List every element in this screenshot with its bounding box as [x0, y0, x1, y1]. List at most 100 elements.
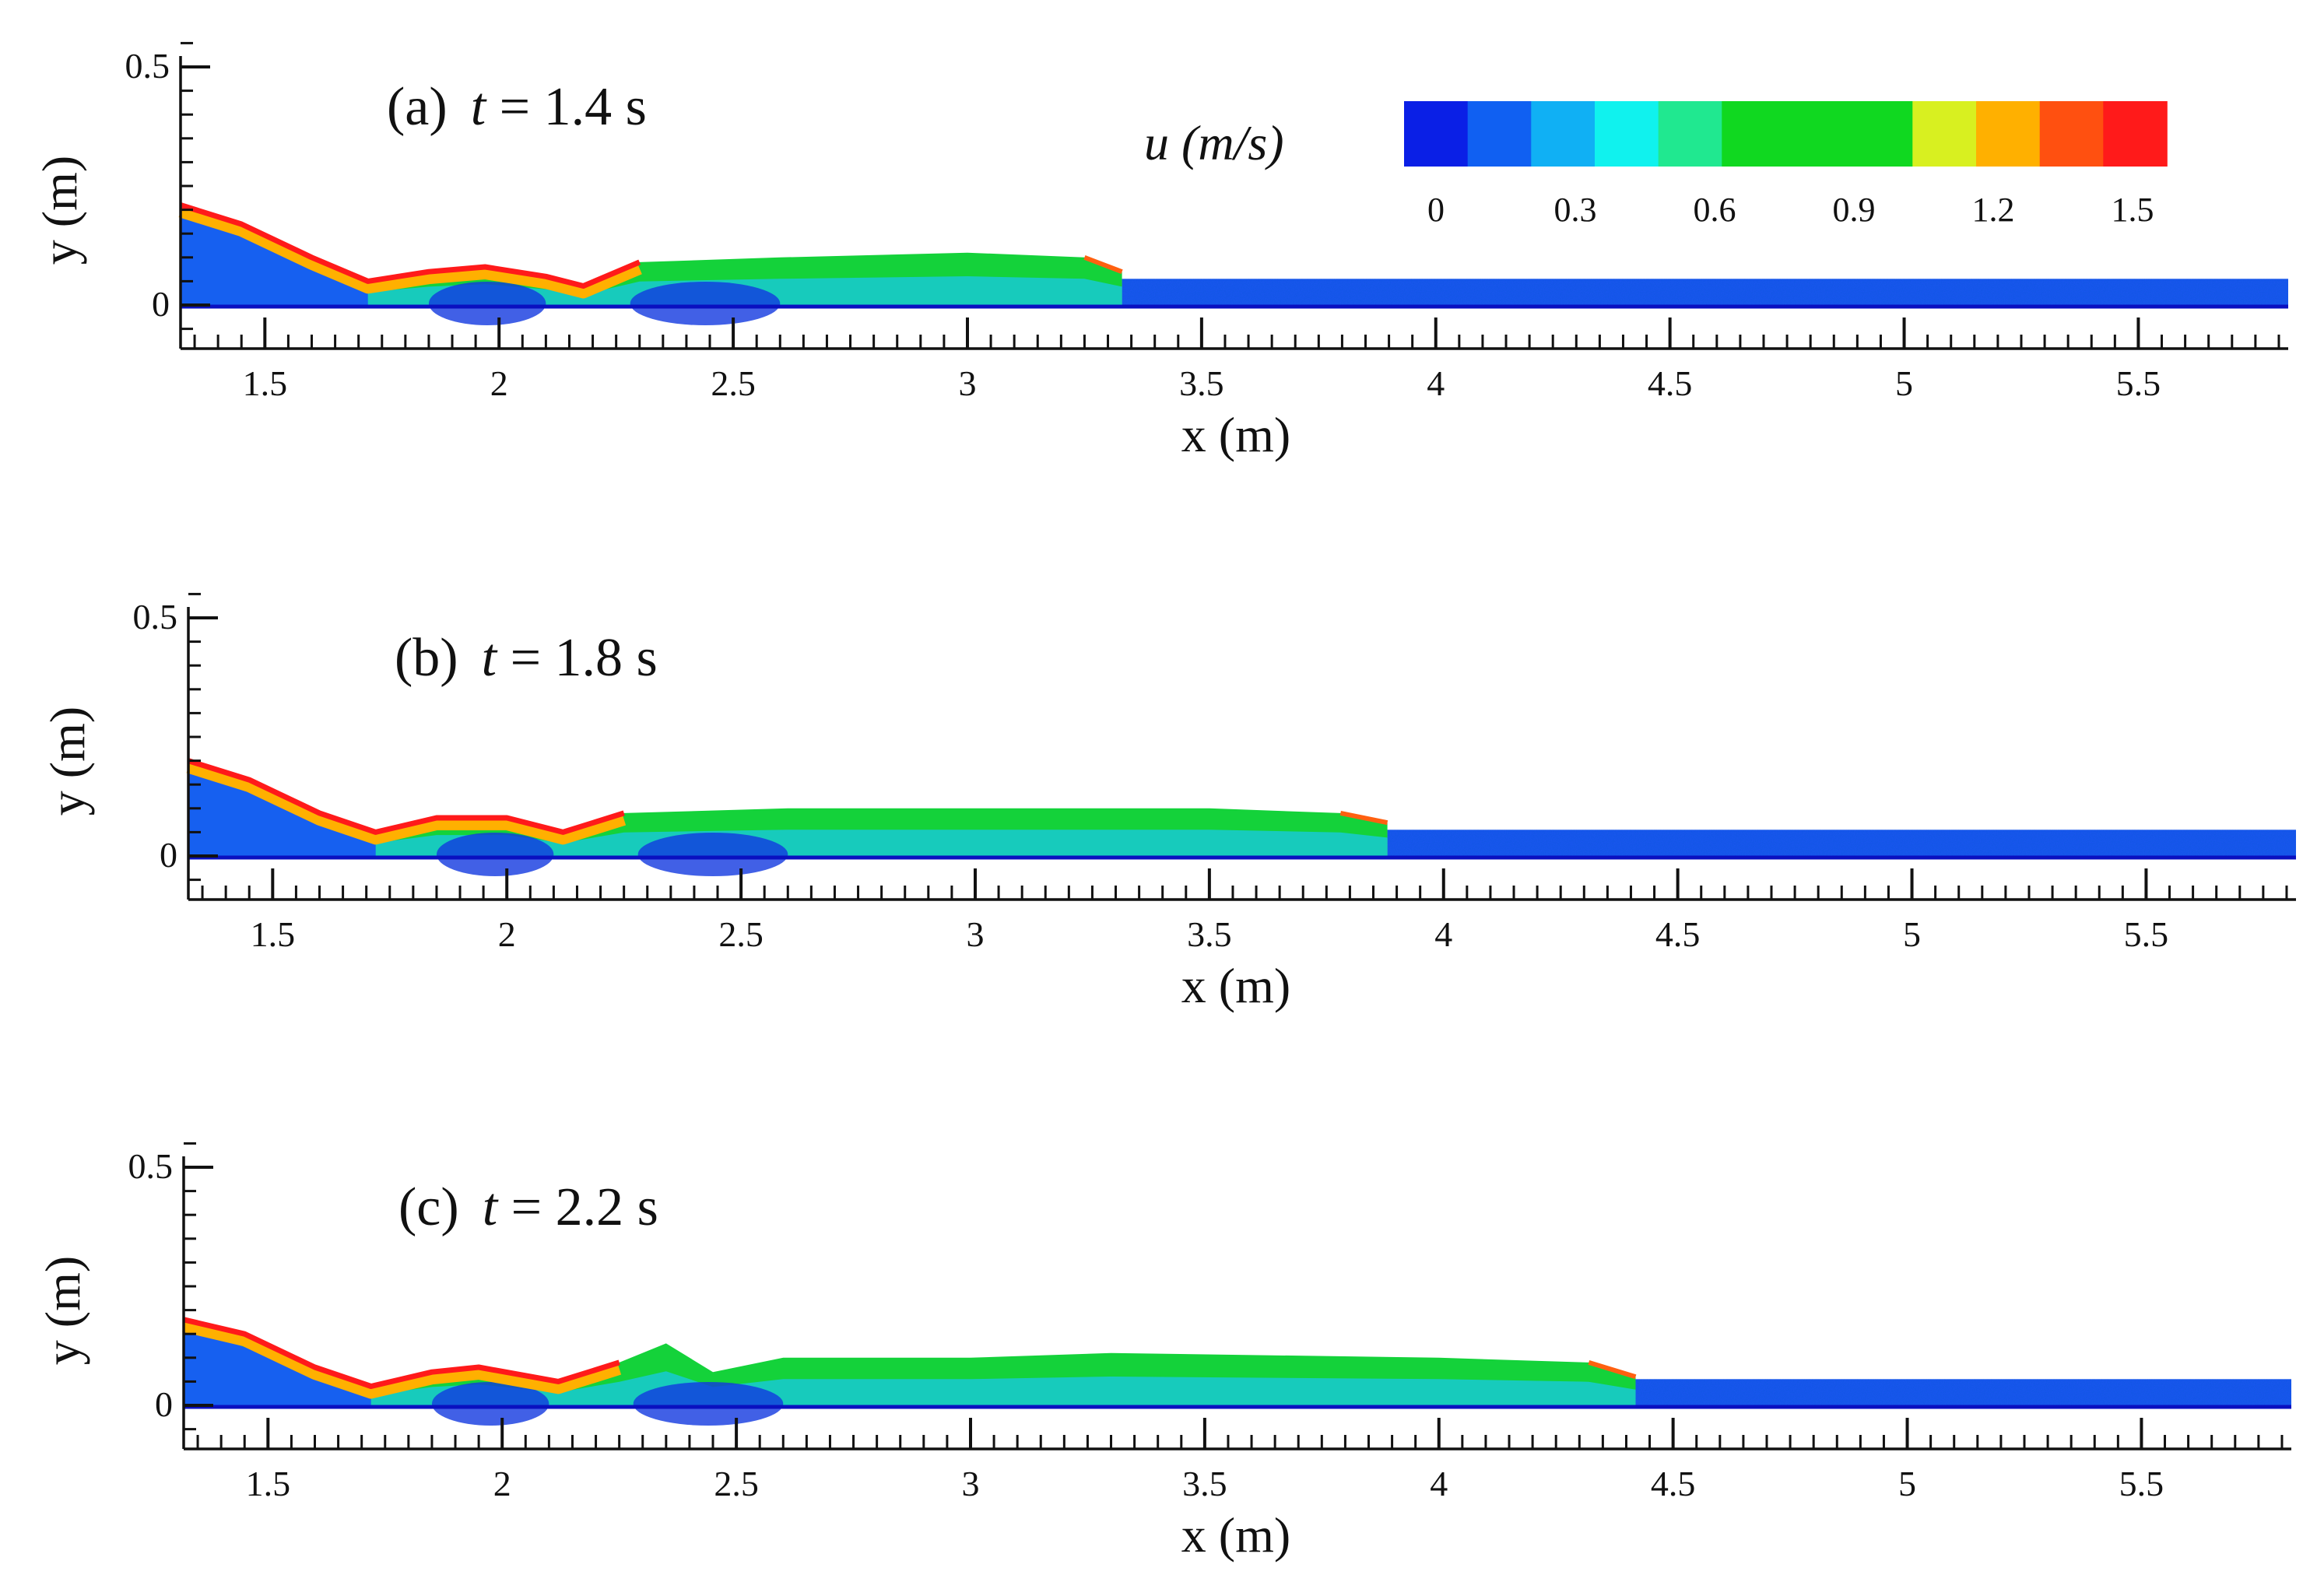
- colorbar-swatch: [1912, 101, 1977, 167]
- flow-field: [186, 758, 2296, 876]
- surface-layer-red: [179, 202, 641, 289]
- x-tick-label: 1.5: [243, 363, 288, 403]
- panel-label: (b) t = 1.8 s: [395, 628, 658, 688]
- y-tick-label: 0.5: [128, 1146, 174, 1186]
- panel-id: (b): [395, 628, 458, 688]
- colorbar-swatch: [1595, 101, 1659, 167]
- time-var: t: [483, 1177, 499, 1237]
- x-axis-title: x (m): [1181, 407, 1290, 462]
- x-tick-label: 4.5: [1655, 914, 1701, 954]
- panel-a: 1.5 2 2.5 3 3.5 4 4.5 5 5.5 0.5 0 y (m) x (m) (a) t…: [32, 41, 2288, 462]
- x-tick-label: 4: [1434, 914, 1452, 954]
- flow-mound-zone: [637, 833, 788, 876]
- panel-label: (a) t = 1.4 s: [387, 77, 647, 137]
- panel-c: 1.5 2 2.5 3 3.5 4 4.5 5 5.5 0.5 0 y (m) x (m) (c) t…: [35, 1142, 2291, 1563]
- x-tick-label: 3: [961, 1464, 979, 1503]
- flow-slow-zone: [184, 1325, 371, 1405]
- x-tick-label: 5.5: [2124, 914, 2169, 954]
- colorbar-title: u (m/s): [1144, 115, 1284, 170]
- colorbar-swatch: [1722, 101, 1786, 167]
- x-tick-label: 2: [498, 914, 516, 954]
- still-water-texture: [1122, 279, 2288, 305]
- x-tick-label: 3.5: [1182, 1464, 1227, 1503]
- still-water-texture: [1635, 1379, 2291, 1405]
- colorbar-swatch: [1785, 101, 1850, 167]
- x-tick-label: 2.5: [718, 914, 764, 954]
- x-tick-label: 5.5: [2119, 1464, 2164, 1503]
- surface-layer-yellow: [186, 760, 627, 845]
- colorbar-tick-label: 0.6: [1694, 191, 1736, 229]
- y-axis-title: y (m): [40, 707, 95, 816]
- x-tick-label: 4: [1427, 363, 1445, 403]
- colorbar-tick-label: 0: [1427, 191, 1445, 229]
- x-tick-label: 5.5: [2116, 363, 2161, 403]
- colorbar-var: u: [1144, 115, 1169, 170]
- flow-mound-zone: [633, 1382, 784, 1426]
- colorbar-swatch: [1848, 101, 1914, 167]
- time-value: = 1.8 s: [497, 628, 658, 688]
- colorbar-swatch: [1404, 101, 1469, 167]
- flow-mound-zone: [431, 1382, 549, 1426]
- time-value: = 2.2 s: [497, 1177, 658, 1237]
- x-tick-label: 1.5: [251, 914, 296, 954]
- wave-front: [1083, 254, 1123, 274]
- flow-field: [182, 1317, 2291, 1426]
- y-tick-label: 0: [152, 284, 170, 324]
- flow-mound-zone: [436, 833, 554, 876]
- flow-field: [178, 202, 2288, 325]
- colorbar-swatches: [1404, 101, 2168, 167]
- flow-slow-zone: [181, 211, 368, 305]
- y-axis-title: y (m): [35, 1256, 90, 1365]
- still-water-texture: [1387, 830, 2296, 856]
- panel-b: 1.5 2 2.5 3 3.5 4 4.5 5 5.5 0.5 0 y (m) x (m) (b) t…: [40, 592, 2296, 1013]
- colorbar-unit: (m/s): [1169, 115, 1284, 170]
- colorbar-tick-label: 0.9: [1833, 191, 1876, 229]
- colorbar-tick-label: 1.5: [2112, 191, 2154, 229]
- x-tick-label: 2: [490, 363, 508, 403]
- colorbar-swatch: [2039, 101, 2105, 167]
- x-axis-title: x (m): [1181, 1507, 1290, 1563]
- time-var: t: [482, 628, 498, 688]
- surface-layer-red: [187, 758, 625, 835]
- x-tick-label: 2: [493, 1464, 511, 1503]
- colorbar-swatch: [2103, 101, 2168, 167]
- x-tick-label: 3: [966, 914, 984, 954]
- flow-lower-layer: [181, 250, 1122, 305]
- x-tick-label: 4.5: [1648, 363, 1693, 403]
- x-axis-title: x (m): [1181, 958, 1290, 1013]
- colorbar-tick-label: 1.2: [1972, 191, 2015, 229]
- flow-mound-zone: [428, 282, 546, 325]
- y-tick-label: 0.5: [125, 46, 170, 86]
- colorbar-tick-label: 0.3: [1554, 191, 1597, 229]
- x-tick-label: 3.5: [1187, 914, 1232, 954]
- x-tick-label: 5: [1903, 914, 1921, 954]
- surface-layer-red: [183, 1317, 620, 1389]
- y-tick-label: 0: [160, 835, 177, 875]
- panel-id: (a): [387, 77, 448, 137]
- x-tick-label: 2.5: [714, 1464, 759, 1503]
- x-tick-label: 2.5: [711, 363, 756, 403]
- y-tick-label: 0.5: [133, 597, 178, 637]
- flow-slow-zone: [188, 766, 376, 856]
- x-tick-label: 1.5: [246, 1464, 291, 1503]
- axes: 1.5 2 2.5 3 3.5 4 4.5 5 5.5 0.5 0: [128, 1142, 2291, 1503]
- colorbar-swatch: [1976, 101, 2041, 167]
- colorbar-ticks: 0 0.3 0.6 0.9 1.2 1.5: [1427, 191, 2154, 229]
- y-tick-label: 0: [155, 1384, 173, 1424]
- colorbar-swatch: [1658, 101, 1723, 167]
- time-var: t: [471, 77, 487, 137]
- x-tick-label: 4.5: [1651, 1464, 1696, 1503]
- colorbar-swatch: [1531, 101, 1596, 167]
- axes: 1.5 2 2.5 3 3.5 4 4.5 5 5.5 0.5 0: [133, 592, 2296, 954]
- flow-lower-layer: [184, 1358, 1636, 1405]
- panel-id: (c): [398, 1177, 459, 1237]
- wave-front: [1339, 810, 1388, 826]
- x-tick-label: 3: [958, 363, 976, 403]
- flow-mound-zone: [630, 282, 781, 325]
- axes: 1.5 2 2.5 3 3.5 4 4.5 5 5.5 0.5 0: [125, 41, 2288, 403]
- surface-layer-yellow: [178, 205, 642, 299]
- x-tick-label: 5: [1895, 363, 1913, 403]
- wave-front: [1588, 1360, 1637, 1380]
- x-tick-label: 3.5: [1179, 363, 1224, 403]
